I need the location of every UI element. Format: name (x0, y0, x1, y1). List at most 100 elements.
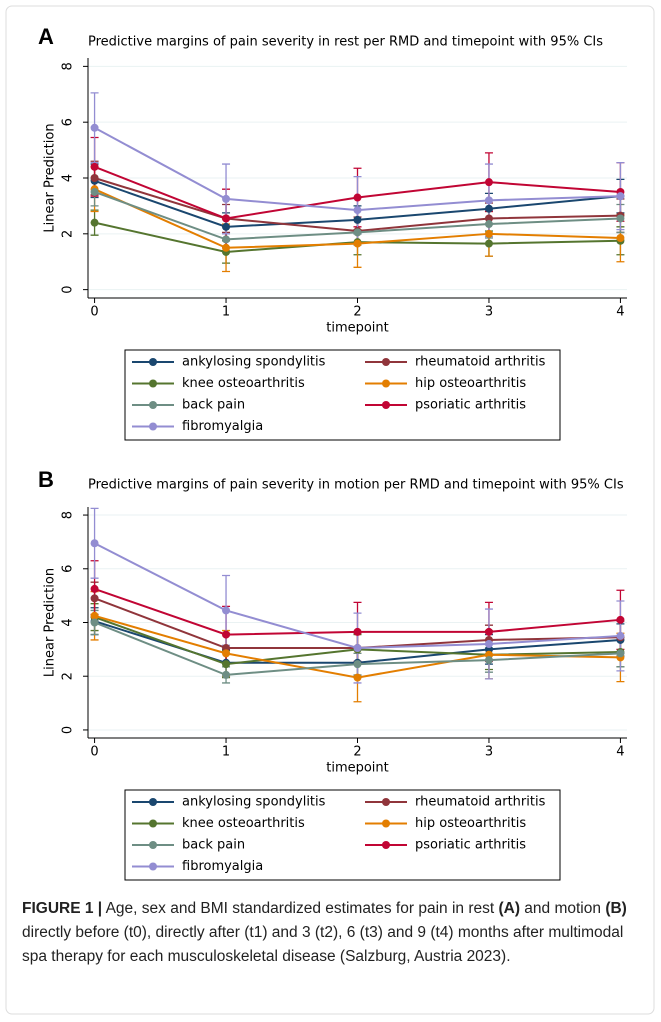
x-tick-label: 1 (222, 305, 230, 320)
x-tick-label: 0 (90, 745, 98, 760)
point (484, 178, 493, 187)
legend-box (124, 789, 561, 881)
point (222, 630, 231, 639)
point (484, 229, 493, 238)
legend-label: hip osteoarthritis (415, 816, 526, 831)
point (90, 611, 99, 620)
point (616, 615, 625, 624)
legend-label: knee osteoarthritis (182, 816, 305, 831)
point (484, 239, 493, 248)
point (90, 539, 99, 548)
point (484, 627, 493, 636)
legend-marker (382, 819, 390, 828)
x-tick-label: 3 (485, 305, 493, 320)
point (484, 196, 493, 205)
point (222, 214, 231, 223)
x-tick-label: 2 (353, 745, 361, 760)
point (222, 235, 231, 244)
y-tick-label: 4 (61, 174, 76, 182)
legend-label: knee osteoarthritis (182, 376, 305, 391)
point (222, 649, 231, 658)
legend-marker (382, 379, 390, 388)
point (90, 123, 99, 132)
legend-label: ankylosing spondylitis (182, 795, 326, 810)
legend-label: back pain (182, 398, 245, 413)
legend-label: fibromyalgia (182, 419, 263, 434)
caption-text: directly before (t0), directly after (t1… (22, 900, 632, 965)
x-tick-label: 4 (616, 745, 624, 760)
caption-text: (A) (498, 900, 520, 917)
x-tick-label: 4 (616, 305, 624, 320)
y-tick-label: 2 (61, 230, 76, 238)
point (484, 639, 493, 648)
chart-title: Predictive margins of pain severity in m… (88, 478, 624, 493)
point (616, 631, 625, 640)
point (353, 215, 362, 224)
caption-text: Age, sex and BMI standardized estimates … (102, 900, 499, 917)
point (90, 187, 99, 196)
point (616, 214, 625, 223)
x-tick-label: 3 (485, 745, 493, 760)
legend-marker (382, 798, 390, 806)
point (222, 222, 231, 231)
y-tick-label: 0 (61, 285, 76, 293)
point (222, 606, 231, 615)
point (484, 214, 493, 223)
legend-marker (149, 862, 157, 871)
legend-label: ankylosing spondylitis (182, 355, 326, 370)
legend-label: rheumatoid arthritis (415, 355, 546, 370)
chart-title: Predictive margins of pain severity in r… (88, 35, 603, 50)
panel-label: B (38, 467, 54, 492)
point (90, 174, 99, 182)
y-axis-label: Linear Prediction (43, 568, 58, 677)
y-tick-label: 6 (61, 118, 76, 126)
point (353, 660, 362, 669)
y-axis-label: Linear Prediction (43, 123, 58, 232)
caption-text: FIGURE 1 | (22, 900, 103, 917)
point (484, 204, 493, 213)
point (616, 649, 625, 658)
point (353, 206, 362, 215)
legend-marker (149, 841, 157, 849)
legend-box (124, 349, 561, 441)
x-tick-label: 0 (90, 305, 98, 320)
point (353, 239, 362, 248)
point (222, 660, 231, 669)
point (90, 618, 99, 627)
legend-marker (149, 379, 157, 388)
point (484, 220, 493, 229)
point (484, 656, 493, 665)
x-tick-label: 1 (222, 745, 230, 760)
legend-label: hip osteoarthritis (415, 376, 526, 391)
legend-label: rheumatoid arthritis (415, 795, 546, 810)
legend-marker (149, 798, 157, 806)
caption: FIGURE 1 | Age, sex and BMI standardized… (22, 897, 642, 969)
point (353, 673, 362, 682)
caption-text: and motion (520, 900, 606, 917)
point (90, 162, 99, 171)
point (353, 193, 362, 202)
legend-label: psoriatic arthritis (415, 398, 526, 413)
legend-marker (382, 401, 390, 409)
point (90, 584, 99, 593)
point (90, 218, 99, 227)
point (90, 594, 99, 603)
point (222, 670, 231, 679)
legend-marker (382, 358, 390, 366)
point (616, 234, 625, 242)
legend-label: fibromyalgia (182, 859, 263, 874)
point (222, 243, 231, 252)
point (222, 194, 231, 203)
caption-text: (B) (605, 900, 627, 917)
y-tick-label: 4 (61, 618, 76, 626)
panel-label: A (38, 24, 54, 49)
point (616, 192, 625, 201)
legend-marker (382, 841, 390, 849)
x-axis-label: timepoint (326, 321, 389, 336)
point (353, 627, 362, 636)
point (353, 644, 362, 653)
y-tick-label: 2 (61, 672, 76, 680)
y-tick-label: 0 (61, 726, 76, 734)
